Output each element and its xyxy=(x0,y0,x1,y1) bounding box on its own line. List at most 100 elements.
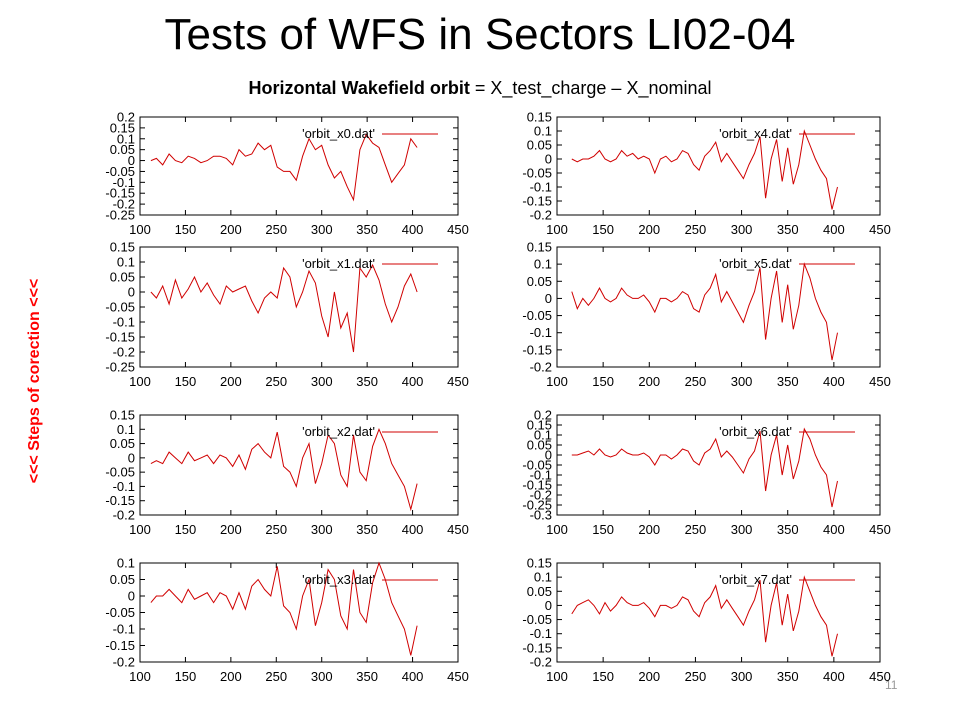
x-tick-label: 100 xyxy=(129,522,151,537)
y-tick-label: -0.1 xyxy=(530,325,552,340)
y-tick-label: 0 xyxy=(128,450,135,465)
legend-label: 'orbit_x4.dat' xyxy=(719,126,792,141)
x-tick-label: 250 xyxy=(265,374,287,389)
subtitle-bold: Horizontal Wakefield orbit xyxy=(248,78,470,98)
plot-frame xyxy=(139,116,459,216)
x-tick-label: 300 xyxy=(731,374,753,389)
series-line xyxy=(150,133,418,202)
y-tick-label: -0.15 xyxy=(105,330,135,345)
plot-frame xyxy=(139,414,459,516)
chart-panel-2: 100 150 200 250 300 350 400 450 0.150.10.050-0.0… xyxy=(105,240,468,390)
x-tick-label: 100 xyxy=(546,522,568,537)
slide-title: Tests of WFS in Sectors LI02-04 xyxy=(164,10,796,59)
y-tick-label: 0 xyxy=(545,152,552,167)
y-tick-label: -0.05 xyxy=(105,465,135,480)
y-tick-label: -0.25 xyxy=(105,360,135,375)
y-tick-label: -0.15 xyxy=(105,638,135,653)
y-tick-label: -0.1 xyxy=(530,468,552,483)
y-tick-label: -0.2 xyxy=(530,208,552,223)
x-tick-label: 200 xyxy=(220,222,242,237)
y-tick-label: -0.05 xyxy=(105,605,135,620)
chart-panel-1: 100 150 200 250 300 350 400 450 0.150.10.050-0.0… xyxy=(522,110,890,238)
plot-frame xyxy=(556,246,881,368)
x-tick-label: 300 xyxy=(311,222,333,237)
y-tick-label: -0.1 xyxy=(113,175,135,190)
x-tick-label: 150 xyxy=(175,669,197,684)
chart-panel-0: 100 150 200 250 300 350 400 4500.20.150.10.050-… xyxy=(105,110,468,238)
x-tick-label: 100 xyxy=(546,374,568,389)
x-tick-label: 450 xyxy=(869,669,891,684)
x-tick-label: 400 xyxy=(402,522,424,537)
legend-label: 'orbit_x5.dat' xyxy=(719,256,792,271)
chart-panel-6: 100 150 200 250 300 350 400 450 0.10.05 0-0.05 -0.… xyxy=(105,556,468,685)
x-tick-label: 350 xyxy=(777,374,799,389)
y-tick-label: 0.05 xyxy=(527,138,552,153)
x-tick-label: 100 xyxy=(546,222,568,237)
x-tick-label: 150 xyxy=(592,222,614,237)
x-tick-label: 200 xyxy=(638,522,660,537)
x-tick-label: 400 xyxy=(823,222,845,237)
x-tick-label: 300 xyxy=(311,374,333,389)
y-tick-label: -0.05 xyxy=(522,166,552,181)
x-tick-label: 350 xyxy=(356,522,378,537)
y-tick-label: -0.1 xyxy=(113,622,135,637)
x-tick-label: 150 xyxy=(175,222,197,237)
y-tick-label: -0.15 xyxy=(105,186,135,201)
y-tick-label: 0.05 xyxy=(527,274,552,289)
plot-frame xyxy=(139,246,459,368)
y-tick-label: 0.2 xyxy=(117,110,135,125)
y-tick-label: 0.15 xyxy=(527,240,552,255)
x-tick-label: 200 xyxy=(638,669,660,684)
y-tick-label: 0.2 xyxy=(534,408,552,423)
y-tick-label: -0.1 xyxy=(113,479,135,494)
x-tick-label: 300 xyxy=(731,669,753,684)
series-line xyxy=(571,262,838,361)
y-tick-label: -0.2 xyxy=(530,655,552,670)
x-tick-label: 450 xyxy=(447,222,469,237)
x-tick-label: 400 xyxy=(823,374,845,389)
series-line xyxy=(150,561,418,656)
x-tick-label: 400 xyxy=(823,522,845,537)
y-tick-label: 0.15 xyxy=(110,408,135,423)
y-tick-label: -0.15 xyxy=(105,493,135,508)
x-tick-label: 250 xyxy=(685,522,707,537)
x-tick-label: 400 xyxy=(823,669,845,684)
plot-frame xyxy=(556,116,881,216)
y-tick-label: 0.05 xyxy=(110,270,135,285)
series-line xyxy=(571,427,838,508)
legend-label: 'orbit_x7.dat' xyxy=(719,572,792,587)
y-tick-label: 0 xyxy=(545,448,552,463)
x-tick-label: 300 xyxy=(731,222,753,237)
x-tick-label: 150 xyxy=(592,669,614,684)
x-tick-label: 250 xyxy=(265,522,287,537)
legend-label: 'orbit_x1.dat' xyxy=(302,256,375,271)
y-tick-label: 0.15 xyxy=(110,120,135,135)
y-tick-label: 0 xyxy=(545,598,552,613)
legend-label: 'orbit_x6.dat' xyxy=(719,424,792,439)
x-tick-label: 250 xyxy=(265,669,287,684)
y-tick-label: 0.15 xyxy=(110,240,135,255)
x-tick-label: 250 xyxy=(685,374,707,389)
x-tick-label: 150 xyxy=(592,374,614,389)
x-tick-label: 200 xyxy=(220,374,242,389)
x-tick-label: 200 xyxy=(220,669,242,684)
legend-label: 'orbit_x3.dat' xyxy=(302,572,375,587)
y-tick-label: -0.2 xyxy=(530,488,552,503)
y-tick-label: -0.05 xyxy=(522,612,552,627)
y-tick-label: -0.15 xyxy=(522,478,552,493)
y-tick-label: 0.1 xyxy=(534,257,552,272)
y-tick-label: -0.2 xyxy=(113,508,135,523)
chart-panel-3: 100 150 200 250 300 350 400 450 0.15 0.1 0.05 0 -0.0… xyxy=(522,240,890,390)
y-tick-label: 0.05 xyxy=(527,584,552,599)
y-tick-label: -0.05 xyxy=(522,308,552,323)
x-tick-label: 200 xyxy=(638,374,660,389)
y-tick-label: -0.15 xyxy=(522,640,552,655)
slide-subtitle: Horizontal Wakefield orbit = X_test_char… xyxy=(0,78,960,99)
y-tick-label: 0.1 xyxy=(534,570,552,585)
y-tick-label: 0 xyxy=(545,291,552,306)
y-tick-label: -0.2 xyxy=(113,197,135,212)
chart-panel-4: 100 150 200 250 300 350 400 450 0.150.10.050-0.0… xyxy=(105,408,468,538)
y-tick-label: -0.1 xyxy=(113,315,135,330)
x-tick-label: 100 xyxy=(129,374,151,389)
